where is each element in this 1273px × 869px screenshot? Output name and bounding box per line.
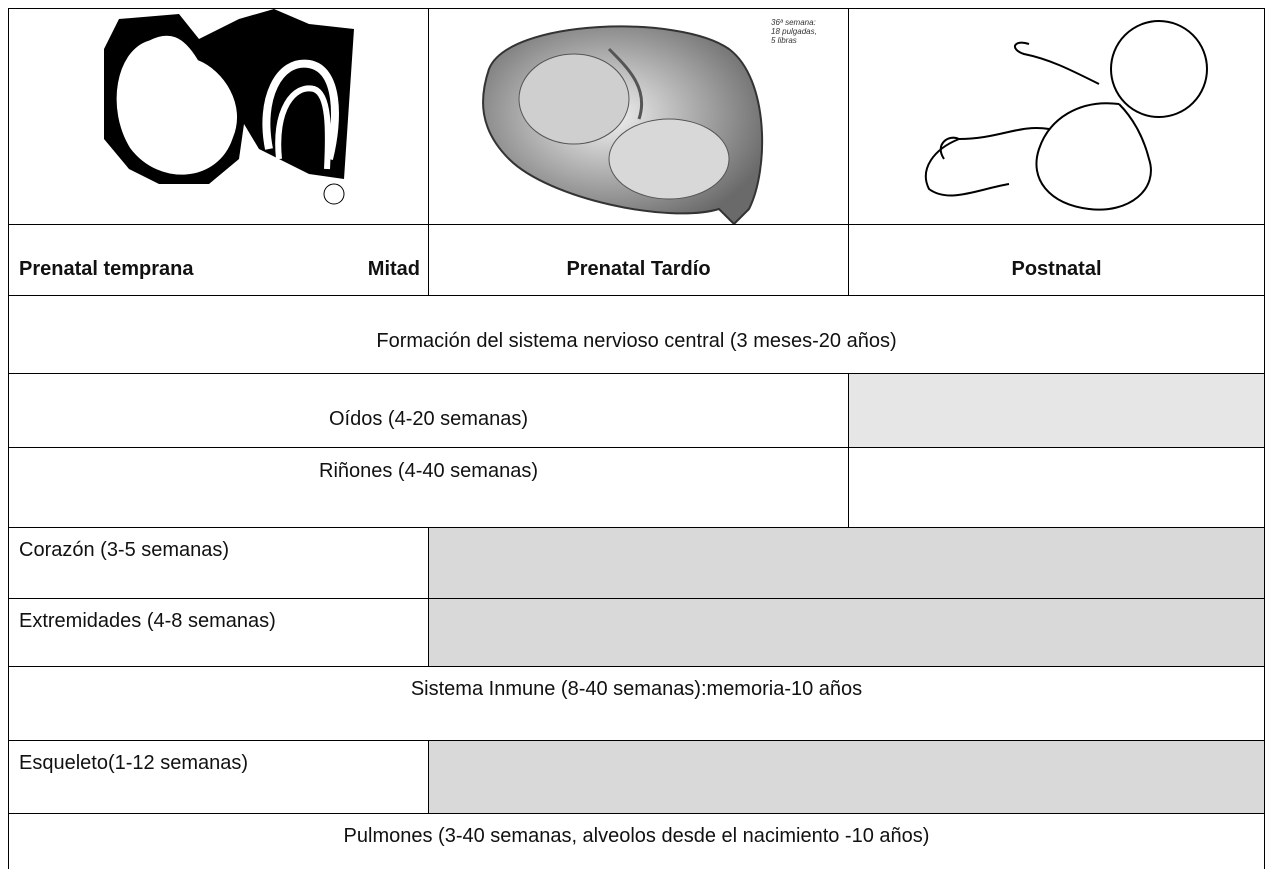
- header-text: Postnatal: [1011, 258, 1102, 280]
- image-caption: 5 libras: [771, 36, 797, 45]
- header-cell: Prenatal Tardío: [428, 224, 849, 296]
- row-cell: Riñones (4-40 semanas): [8, 447, 849, 528]
- header-text: Prenatal temprana: [19, 258, 194, 280]
- row-cell: Pulmones (3-40 semanas, alveolos desde e…: [8, 813, 1265, 869]
- image-cell: [8, 8, 429, 225]
- shaded-cell: [428, 527, 1265, 599]
- row-text: Pulmones (3-40 semanas, alveolos desde e…: [343, 825, 930, 847]
- shaded-cell: [428, 598, 1265, 667]
- row-text: Sistema Inmune (8-40 semanas):memoria-10…: [410, 678, 863, 700]
- embryo-illustration: [104, 9, 354, 205]
- header-cell: Postnatal: [848, 224, 1265, 296]
- row-cell: Formación del sistema nervioso central (…: [8, 295, 1265, 374]
- image-cell: [848, 8, 1265, 225]
- header-text: Prenatal Tardío: [566, 258, 711, 280]
- image-caption: 18 pulgadas,: [771, 27, 817, 36]
- shaded-cell: [428, 740, 1265, 814]
- image-caption: 36ª semana:: [771, 18, 816, 27]
- row-text: Formación del sistema nervioso central (…: [376, 330, 897, 352]
- row-text: Corazón (3-5 semanas): [19, 539, 230, 561]
- empty-cell: [848, 447, 1265, 528]
- row-cell: Sistema Inmune (8-40 semanas):memoria-10…: [8, 666, 1265, 741]
- row-text: Oídos (4-20 semanas): [329, 408, 528, 430]
- fetus-illustration: 36ª semana: 18 pulgadas, 5 libras: [482, 18, 817, 226]
- baby-illustration: [924, 20, 1208, 211]
- row-text: Extremidades (4-8 semanas): [19, 610, 276, 632]
- row-cell: Oídos (4-20 semanas): [8, 373, 849, 448]
- row-cell: Corazón (3-5 semanas): [8, 527, 429, 599]
- row-cell: Esqueleto(1-12 semanas): [8, 740, 429, 814]
- header-cell: Prenatal temprana Mitad: [8, 224, 429, 296]
- row-text: Esqueleto(1-12 semanas): [19, 752, 249, 774]
- row-text: Riñones (4-40 semanas): [319, 460, 538, 482]
- row-cell: Extremidades (4-8 semanas): [8, 598, 429, 667]
- header-text: Mitad: [367, 258, 420, 280]
- shaded-cell: [848, 373, 1265, 448]
- image-cell: 36ª semana: 18 pulgadas, 5 libras: [428, 8, 849, 226]
